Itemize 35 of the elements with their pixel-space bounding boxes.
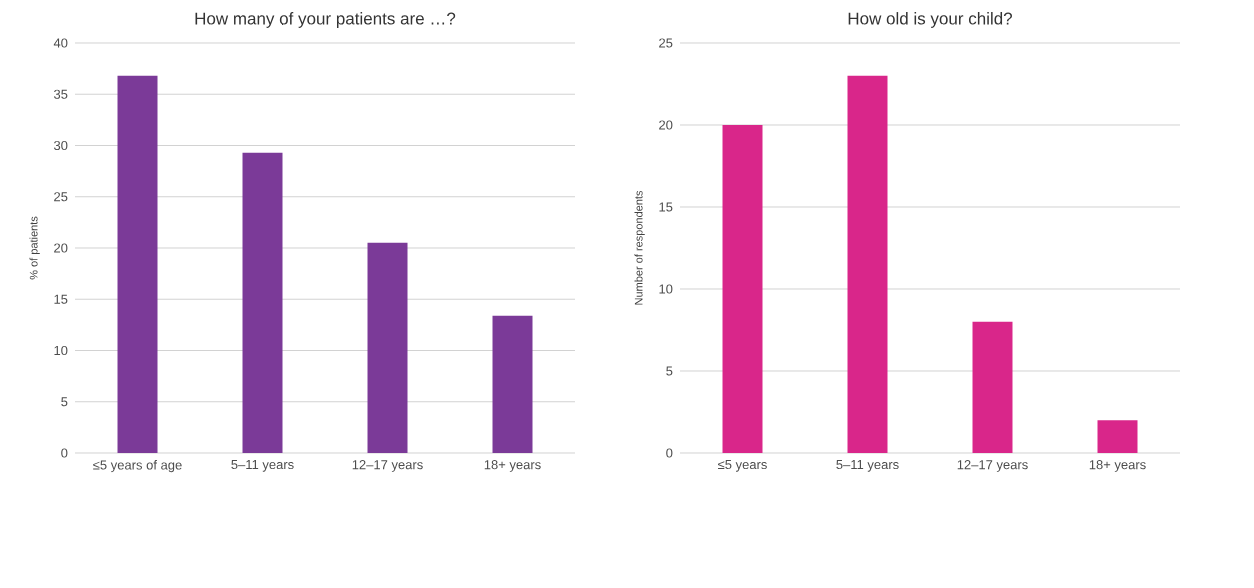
bar xyxy=(972,321,1013,453)
y-tick-label: 0 xyxy=(61,448,68,458)
y-tick-label: 0 xyxy=(666,448,673,458)
y-tick-label: 20 xyxy=(54,243,68,253)
bar xyxy=(242,152,283,453)
y-tick-label: 25 xyxy=(659,38,673,48)
y-tick-label: 25 xyxy=(54,192,68,202)
y-tick-label: 35 xyxy=(53,89,68,99)
bar xyxy=(1097,420,1138,453)
bar xyxy=(847,75,888,453)
x-tick-label: 12–17 years xyxy=(352,460,423,472)
x-tick-label: 18+ years xyxy=(1089,460,1146,472)
y-tick-label: 10 xyxy=(54,345,68,356)
y-tick-label: 40 xyxy=(53,38,68,48)
bar xyxy=(367,242,408,453)
x-tick-label: 12–17 years xyxy=(957,460,1028,472)
y-axis-title: Number of respondents xyxy=(634,190,645,305)
bar xyxy=(117,75,158,453)
bar xyxy=(492,315,533,453)
chart-title: How many of your patients are …? xyxy=(195,12,456,28)
y-tick-label: 20 xyxy=(659,120,673,130)
x-tick-label: 5–11 years xyxy=(836,460,899,472)
y-tick-label: 10 xyxy=(659,284,673,294)
x-tick-label: 5–11 years xyxy=(231,460,294,472)
y-tick-label: 15 xyxy=(54,294,68,304)
y-tick-label: 5 xyxy=(61,397,68,407)
bar xyxy=(722,124,763,453)
y-tick-label: 30 xyxy=(53,140,68,151)
chart-title: How old is your child? xyxy=(848,12,1012,28)
x-tick-label: ≤5 years of age xyxy=(93,460,182,473)
y-axis-title: % of patients xyxy=(29,216,40,280)
y-tick-label: 5 xyxy=(666,366,673,376)
x-tick-label: ≤5 years xyxy=(718,460,767,472)
y-tick-label: 15 xyxy=(659,202,673,212)
x-tick-label: 18+ years xyxy=(484,460,541,472)
